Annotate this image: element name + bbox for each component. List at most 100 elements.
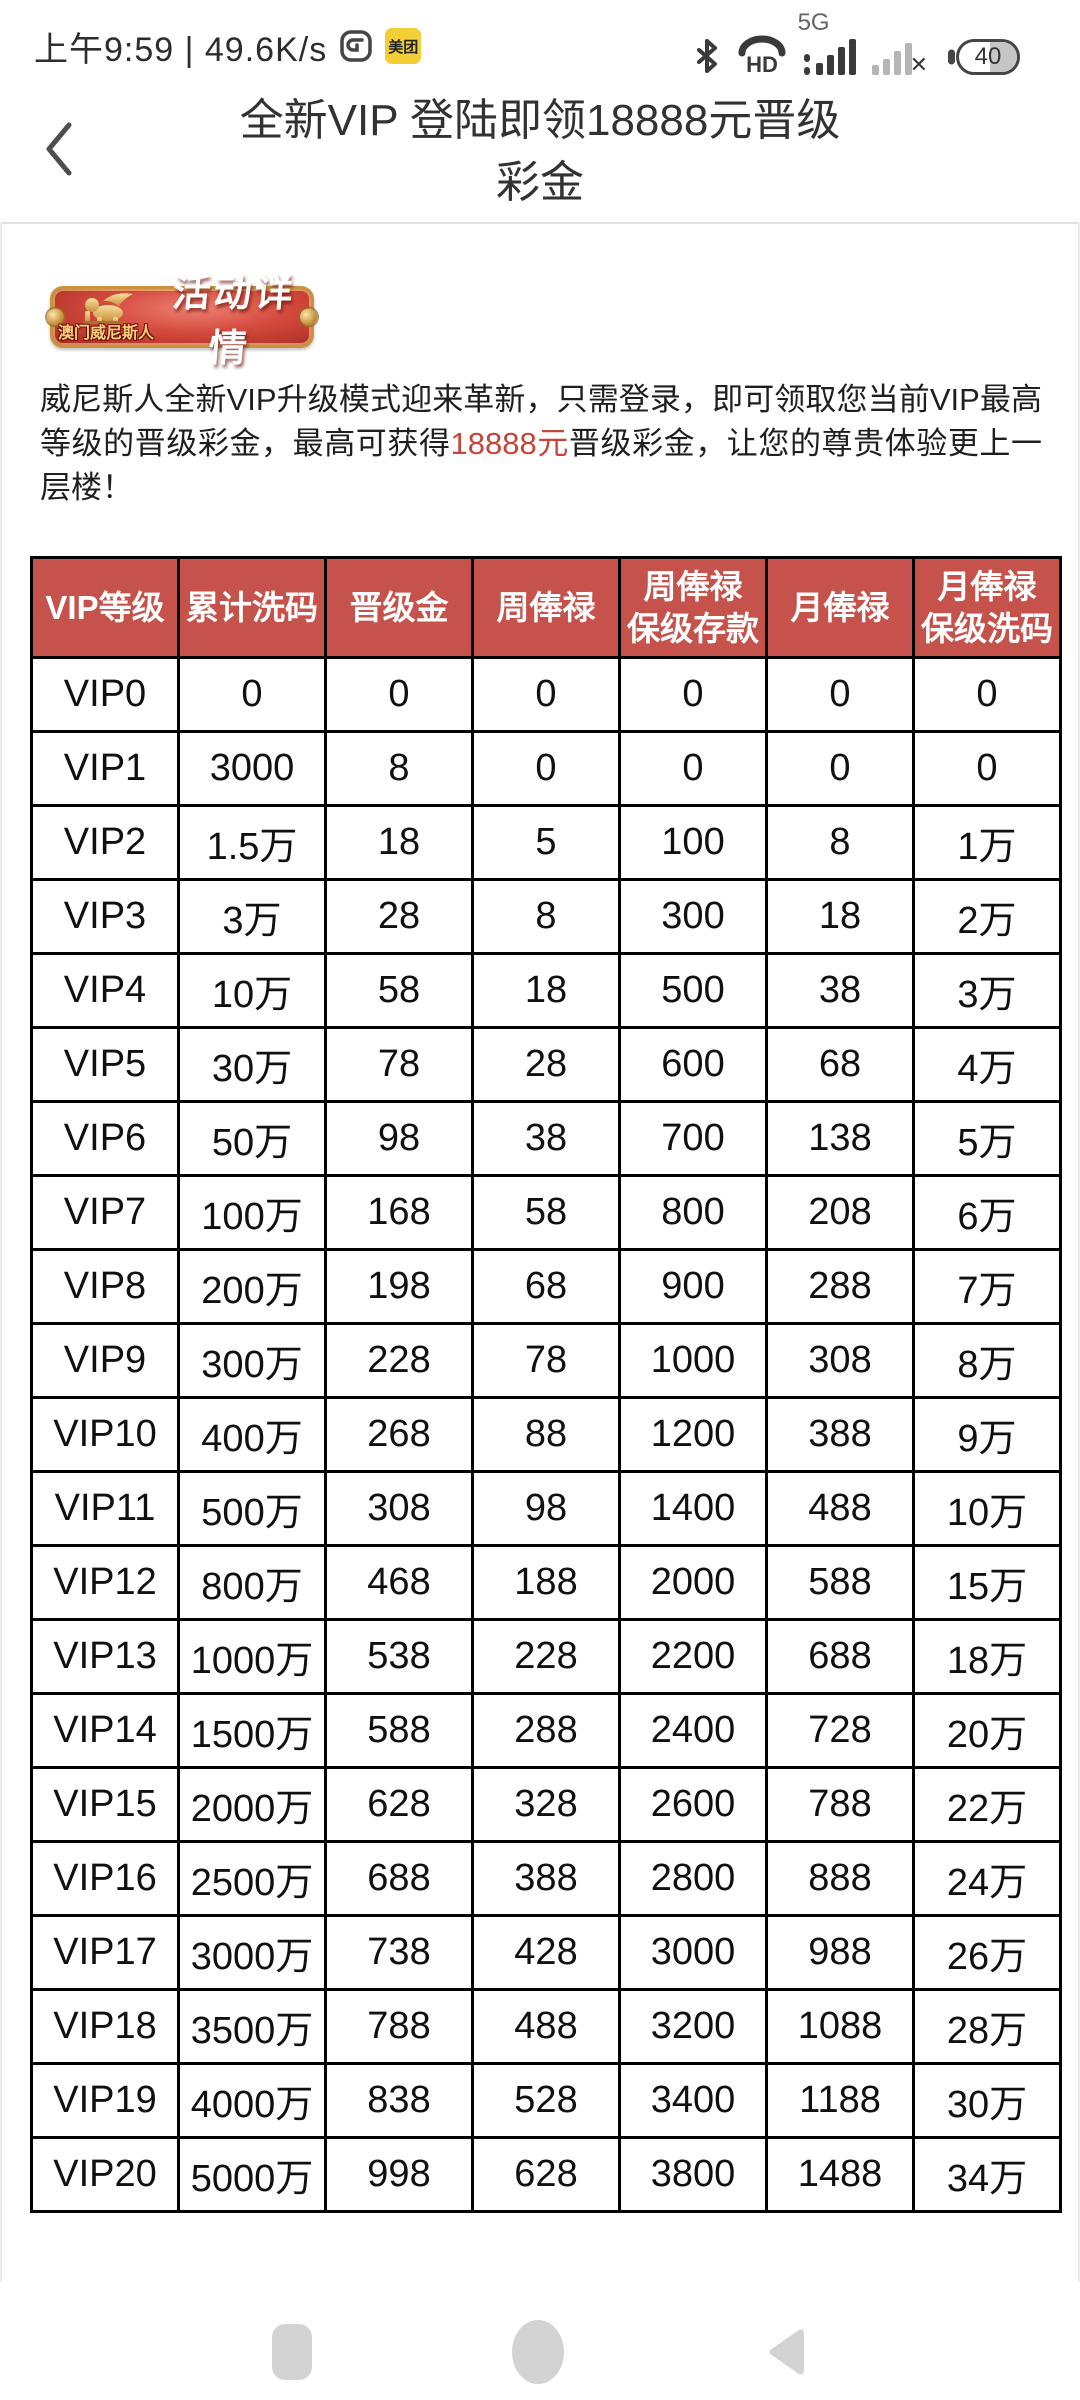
table-cell: 468: [324, 1544, 474, 1621]
back-button[interactable]: [26, 109, 90, 189]
promo-text-before: 威尼斯人全新VIP升级模式迎来革新，只需登录，即可领取您当前VIP最高等级的晋级…: [40, 382, 1042, 461]
table-cell: VIP16: [30, 1840, 180, 1917]
table-row: VIP12 800万 468 188 2000 588 15万: [30, 1544, 1062, 1621]
table-cell: 228: [471, 1618, 621, 1695]
table-cell: 800万: [177, 1544, 327, 1621]
sim2-signal-icon: ✕: [871, 21, 928, 77]
table-cell: 198: [324, 1248, 474, 1325]
table-cell: 308: [765, 1322, 915, 1399]
table-cell: 8万: [912, 1322, 1062, 1399]
table-cell: 24万: [912, 1840, 1062, 1917]
table-header-cell: 晋级金: [324, 556, 474, 659]
table-cell: 2600: [618, 1766, 768, 1843]
table-cell: 1188: [765, 2062, 915, 2139]
status-bar: 上午9:59 | 49.6K/s 美团 HD 5G: [0, 0, 1080, 76]
sim1-dot: [803, 54, 810, 75]
table-cell: 688: [324, 1840, 474, 1917]
table-cell: 688: [765, 1618, 915, 1695]
table-row: VIP7 100万 168 58 800 208 6万: [30, 1174, 1062, 1251]
table-cell: 428: [471, 1914, 621, 1991]
table-cell: VIP18: [30, 1988, 180, 2065]
table-cell: 30万: [912, 2062, 1062, 2139]
page-title: 全新VIP 登陆即领18888元晋级 彩金: [239, 96, 841, 207]
table-cell: 15万: [912, 1544, 1062, 1621]
content-panel: 澳门威尼斯人 活动详情 威尼斯人全新VIP升级模式迎来革新，只需登录，即可领取您…: [0, 222, 1080, 2282]
table-cell: 28万: [912, 1988, 1062, 2065]
table-cell: 2000: [618, 1544, 768, 1621]
banner-brand-text: 澳门威尼斯人: [57, 325, 154, 342]
recents-button[interactable]: [272, 2324, 312, 2380]
table-cell: 308: [324, 1470, 474, 1547]
table-cell: 100: [618, 804, 768, 881]
table-cell: 588: [324, 1692, 474, 1769]
banner-medallion-left: [47, 308, 64, 326]
table-cell: 0: [471, 730, 621, 807]
table-header-row: VIP等级 累计洗码 晋级金 周俸禄 周俸禄 保级存款 月俸禄 月俸禄 保级洗码: [30, 556, 1062, 659]
table-row: VIP18 3500万 788 488 3200 1088 28万: [30, 1988, 1062, 2065]
table-cell: 68: [765, 1026, 915, 1103]
table-cell: 18: [324, 804, 474, 881]
status-left: 上午9:59 | 49.6K/s 美团: [34, 22, 422, 71]
table-row: VIP9 300万 228 78 1000 308 8万: [30, 1322, 1062, 1399]
table-cell: 268: [324, 1396, 474, 1473]
table-cell: 188: [471, 1544, 621, 1621]
table-cell: 1500万: [177, 1692, 327, 1769]
status-right: HD 5G ✕ 40: [694, 9, 1020, 77]
table-cell: VIP0: [30, 656, 180, 733]
table-row: VIP15 2000万 628 328 2600 788 22万: [30, 1766, 1062, 1843]
table-row: VIP8 200万 198 68 900 288 7万: [30, 1248, 1062, 1325]
table-cell: 3400: [618, 2062, 768, 2139]
table-cell: 8: [324, 730, 474, 807]
table-cell: 208: [765, 1174, 915, 1251]
table-cell: 88: [471, 1396, 621, 1473]
table-cell: 998: [324, 2136, 474, 2213]
chevron-left-icon: [46, 122, 72, 176]
data-saver-icon: [339, 29, 373, 63]
table-cell: 28: [471, 1026, 621, 1103]
home-button[interactable]: [512, 2320, 564, 2384]
table-cell: 2200: [618, 1618, 768, 1695]
table-cell: VIP2: [30, 804, 180, 881]
table-cell: 500: [618, 952, 768, 1029]
network-type-label: 5G: [797, 9, 830, 36]
table-cell: 7万: [912, 1248, 1062, 1325]
table-cell: 738: [324, 1914, 474, 1991]
table-cell: 18万: [912, 1618, 1062, 1695]
table-cell: 50万: [177, 1100, 327, 1177]
table-cell: 0: [912, 656, 1062, 733]
table-cell: 488: [765, 1470, 915, 1547]
table-cell: 20万: [912, 1692, 1062, 1769]
table-cell: 1.5万: [177, 804, 327, 881]
back-nav-button[interactable]: [764, 2323, 808, 2381]
table-cell: 288: [471, 1692, 621, 1769]
vip-levels-table: VIP等级 累计洗码 晋级金 周俸禄 周俸禄 保级存款 月俸禄 月俸禄 保级洗码 VIP0 0…: [30, 556, 1062, 2213]
table-cell: 1400: [618, 1470, 768, 1547]
table-cell: 168: [324, 1174, 474, 1251]
table-cell: 0: [177, 656, 327, 733]
table-cell: VIP14: [30, 1692, 180, 1769]
table-cell: 5万: [912, 1100, 1062, 1177]
table-cell: VIP13: [30, 1618, 180, 1695]
vip-table-body: VIP0 0 0 0 0 0 0 VIP1 3000 8 0 0 0 0 VIP2 1.5万 18 5 100 8 1万…: [30, 656, 1062, 2213]
table-cell: 10万: [912, 1470, 1062, 1547]
promo-amount-highlight: 18888元: [450, 426, 569, 461]
table-cell: 300万: [177, 1322, 327, 1399]
no-service-x-icon: ✕: [909, 52, 928, 77]
table-cell: 78: [324, 1026, 474, 1103]
table-cell: 18: [471, 952, 621, 1029]
table-cell: 600: [618, 1026, 768, 1103]
table-cell: 628: [471, 2136, 621, 2213]
table-cell: VIP5: [30, 1026, 180, 1103]
table-cell: 4000万: [177, 2062, 327, 2139]
table-cell: 5000万: [177, 2136, 327, 2213]
time-and-speed-text: 上午9:59 | 49.6K/s: [34, 30, 328, 69]
table-row: VIP17 3000万 738 428 3000 988 26万: [30, 1914, 1062, 1991]
table-cell: 788: [765, 1766, 915, 1843]
table-cell: 22万: [912, 1766, 1062, 1843]
table-cell: 18: [765, 878, 915, 955]
table-row: VIP16 2500万 688 388 2800 888 24万: [30, 1840, 1062, 1917]
banner-medallion-right: [300, 308, 317, 326]
table-row: VIP3 3万 28 8 300 18 2万: [30, 878, 1062, 955]
table-cell: VIP8: [30, 1248, 180, 1325]
table-cell: 500万: [177, 1470, 327, 1547]
